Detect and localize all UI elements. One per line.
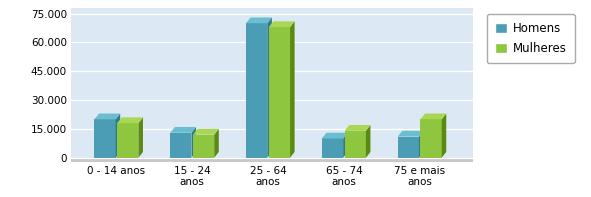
Polygon shape (345, 125, 371, 131)
Polygon shape (343, 133, 348, 158)
Polygon shape (116, 113, 120, 158)
Bar (246, 23, 267, 158)
Polygon shape (267, 18, 272, 158)
Polygon shape (117, 117, 143, 123)
Polygon shape (269, 21, 294, 27)
Bar (117, 123, 138, 158)
Bar (95, 119, 116, 158)
Polygon shape (193, 129, 219, 135)
Bar (420, 119, 441, 158)
Polygon shape (191, 127, 196, 158)
Polygon shape (246, 18, 272, 23)
Polygon shape (290, 21, 294, 158)
Polygon shape (366, 125, 371, 158)
Bar (170, 133, 191, 158)
Legend: Homens, Mulheres: Homens, Mulheres (487, 14, 575, 63)
Bar (398, 137, 419, 158)
Bar (71, 158, 473, 163)
Bar (322, 138, 343, 158)
Polygon shape (322, 133, 348, 138)
Polygon shape (419, 131, 424, 158)
Polygon shape (95, 113, 120, 119)
Polygon shape (441, 113, 446, 158)
Bar (345, 131, 366, 158)
Polygon shape (420, 113, 446, 119)
Polygon shape (170, 127, 196, 133)
Bar (193, 135, 214, 158)
Bar (269, 27, 290, 158)
Polygon shape (398, 131, 424, 137)
Polygon shape (138, 117, 143, 158)
Polygon shape (214, 129, 219, 158)
